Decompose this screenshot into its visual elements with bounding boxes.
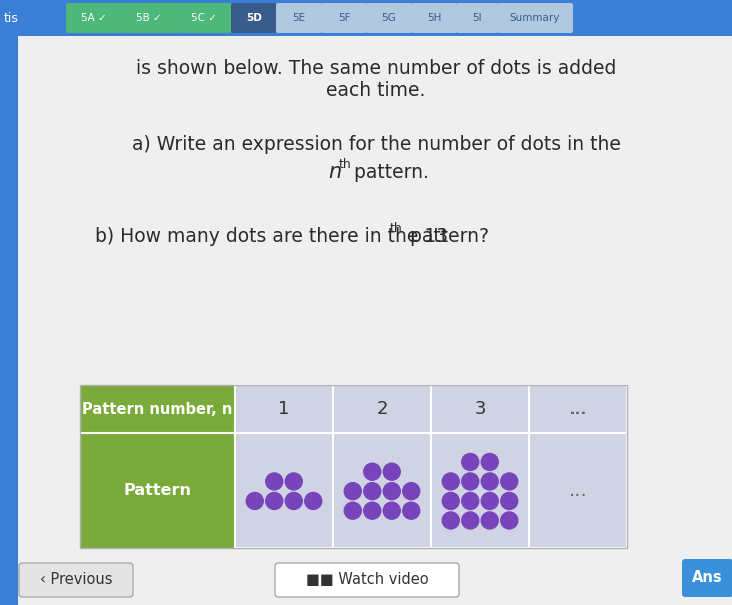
Circle shape bbox=[384, 483, 400, 500]
FancyBboxPatch shape bbox=[333, 433, 431, 548]
Text: 5H: 5H bbox=[427, 13, 441, 23]
FancyBboxPatch shape bbox=[321, 3, 367, 33]
FancyBboxPatch shape bbox=[18, 36, 732, 605]
Text: Ans: Ans bbox=[692, 571, 722, 586]
FancyBboxPatch shape bbox=[235, 385, 333, 433]
Text: ...: ... bbox=[569, 481, 587, 500]
FancyBboxPatch shape bbox=[231, 3, 277, 33]
FancyBboxPatch shape bbox=[121, 3, 177, 33]
FancyBboxPatch shape bbox=[0, 0, 18, 605]
Circle shape bbox=[364, 502, 381, 519]
Circle shape bbox=[501, 473, 518, 490]
Text: Pattern: Pattern bbox=[124, 483, 192, 498]
Text: 1: 1 bbox=[278, 400, 290, 418]
Circle shape bbox=[501, 492, 518, 509]
Text: tis: tis bbox=[4, 11, 19, 24]
FancyBboxPatch shape bbox=[431, 385, 529, 433]
Circle shape bbox=[266, 473, 283, 490]
Text: pattern?: pattern? bbox=[404, 226, 489, 246]
FancyBboxPatch shape bbox=[456, 3, 498, 33]
Circle shape bbox=[481, 492, 498, 509]
Circle shape bbox=[442, 512, 459, 529]
FancyBboxPatch shape bbox=[366, 3, 412, 33]
Circle shape bbox=[344, 483, 362, 500]
Circle shape bbox=[403, 483, 419, 500]
Text: 5C ✓: 5C ✓ bbox=[191, 13, 217, 23]
Circle shape bbox=[246, 492, 264, 509]
Text: 5D: 5D bbox=[246, 13, 262, 23]
Circle shape bbox=[462, 473, 479, 490]
Text: ...: ... bbox=[569, 399, 587, 419]
FancyBboxPatch shape bbox=[529, 433, 627, 548]
FancyBboxPatch shape bbox=[276, 3, 322, 33]
Circle shape bbox=[384, 502, 400, 519]
Text: ...: ... bbox=[569, 400, 586, 418]
FancyBboxPatch shape bbox=[176, 3, 232, 33]
Circle shape bbox=[344, 502, 362, 519]
Text: 5B ✓: 5B ✓ bbox=[136, 13, 162, 23]
FancyBboxPatch shape bbox=[80, 385, 235, 548]
Text: ■■ Watch video: ■■ Watch video bbox=[306, 572, 428, 587]
Circle shape bbox=[364, 463, 381, 480]
FancyBboxPatch shape bbox=[682, 559, 732, 597]
Text: is shown below. The same number of dots is added: is shown below. The same number of dots … bbox=[136, 59, 616, 77]
Circle shape bbox=[266, 492, 283, 509]
Text: 5E: 5E bbox=[293, 13, 305, 23]
Text: th: th bbox=[339, 157, 352, 171]
Circle shape bbox=[462, 512, 479, 529]
Circle shape bbox=[462, 492, 479, 509]
Circle shape bbox=[442, 473, 459, 490]
Circle shape bbox=[285, 473, 302, 490]
FancyBboxPatch shape bbox=[431, 433, 529, 548]
FancyBboxPatch shape bbox=[497, 3, 573, 33]
FancyBboxPatch shape bbox=[66, 3, 122, 33]
Text: th: th bbox=[390, 221, 403, 235]
Circle shape bbox=[403, 502, 419, 519]
Text: Summary: Summary bbox=[509, 13, 560, 23]
Circle shape bbox=[285, 492, 302, 509]
Text: 5F: 5F bbox=[337, 13, 350, 23]
FancyBboxPatch shape bbox=[235, 433, 333, 548]
Circle shape bbox=[442, 492, 459, 509]
FancyBboxPatch shape bbox=[411, 3, 457, 33]
Text: Pattern number, n: Pattern number, n bbox=[82, 402, 233, 416]
Circle shape bbox=[384, 463, 400, 480]
Text: a) Write an expression for the number of dots in the: a) Write an expression for the number of… bbox=[132, 136, 621, 154]
Text: 3: 3 bbox=[474, 400, 486, 418]
Circle shape bbox=[481, 473, 498, 490]
Circle shape bbox=[501, 512, 518, 529]
FancyBboxPatch shape bbox=[275, 563, 459, 597]
Text: each time.: each time. bbox=[326, 80, 426, 99]
FancyBboxPatch shape bbox=[19, 563, 133, 597]
Text: 2: 2 bbox=[376, 400, 388, 418]
FancyBboxPatch shape bbox=[333, 385, 431, 433]
Text: 5A ✓: 5A ✓ bbox=[81, 13, 107, 23]
Text: 5I: 5I bbox=[472, 13, 482, 23]
Circle shape bbox=[481, 454, 498, 471]
Circle shape bbox=[481, 512, 498, 529]
Text: 5G: 5G bbox=[381, 13, 396, 23]
FancyBboxPatch shape bbox=[529, 385, 627, 433]
Text: pattern.: pattern. bbox=[348, 163, 429, 182]
Text: n: n bbox=[328, 162, 341, 182]
Text: ‹ Previous: ‹ Previous bbox=[40, 572, 112, 587]
Circle shape bbox=[462, 454, 479, 471]
Text: b) How many dots are there in the 13: b) How many dots are there in the 13 bbox=[95, 226, 448, 246]
Circle shape bbox=[305, 492, 322, 509]
FancyBboxPatch shape bbox=[18, 0, 732, 36]
Circle shape bbox=[364, 483, 381, 500]
